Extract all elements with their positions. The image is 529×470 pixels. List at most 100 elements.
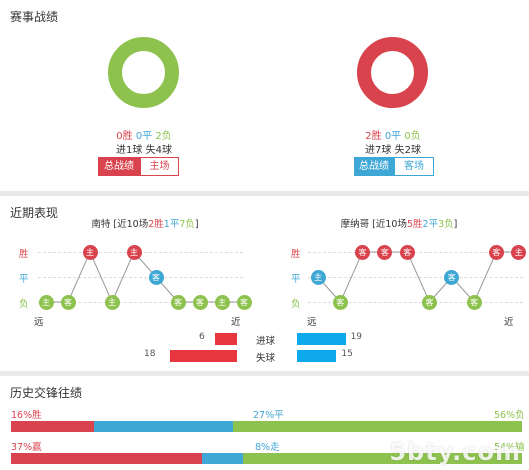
left-form-match-3[interactable]: 主 xyxy=(82,244,98,260)
left-record-donut xyxy=(108,37,179,108)
left-losses: 2负 xyxy=(155,131,172,142)
right-form-lines xyxy=(317,251,519,303)
h2h-handicap-loss-pct: 54%输 xyxy=(494,442,525,453)
right-record-donut xyxy=(357,37,428,108)
left-total-record-button[interactable]: 总战绩 xyxy=(98,157,140,176)
right-form-match-6[interactable]: 客 xyxy=(422,294,437,310)
left-form-draws: 1平 xyxy=(163,219,180,230)
right-axis-near: 近 xyxy=(504,317,514,328)
right-goals-summary: 进7球 失2球 xyxy=(365,145,421,156)
right-form-draws: 2平 xyxy=(422,219,439,230)
left-form-match-2[interactable]: 客 xyxy=(60,294,76,310)
left-form-suffix: ] xyxy=(194,219,199,230)
right-form-match-3[interactable]: 客 xyxy=(355,244,371,260)
right-conceded-value: 15 xyxy=(341,349,353,359)
right-form-wins: 5胜 xyxy=(406,219,423,230)
right-total-record-button[interactable]: 总战绩 xyxy=(354,157,394,176)
recent-form-title: 近期表现 xyxy=(10,206,59,220)
left-draws: 0平 xyxy=(135,131,153,142)
left-form-segment xyxy=(67,251,91,303)
left-team-form-header: 南特 [近10场2胜1平7负] xyxy=(75,216,215,230)
left-form-losses: 7负 xyxy=(179,219,195,230)
left-form-segment xyxy=(111,251,135,303)
right-record-summary: 2胜 0平 0负 xyxy=(313,127,473,142)
left-conceded-bar xyxy=(170,350,237,362)
left-form-match-8[interactable]: 客 xyxy=(192,294,208,310)
right-axis-far: 远 xyxy=(307,317,317,328)
right-form-match-1[interactable]: 主 xyxy=(310,269,326,285)
right-form-suffix: ] xyxy=(453,219,458,230)
right-scored-value: 19 xyxy=(350,332,363,342)
h2h-handicap-win-pct: 37%赢 xyxy=(11,442,42,453)
right-form-losses: 3负 xyxy=(438,219,454,230)
h2h-win-pct: 16%胜 xyxy=(11,410,42,421)
goals-conceded-label: 失球 xyxy=(256,353,276,364)
h2h-result-segment-loss xyxy=(232,421,522,432)
right-form-match-5[interactable]: 客 xyxy=(399,244,415,260)
record-panel: 赛事战绩 0胜 0平 2负 进1球 失4球 总战绩 主场 2胜 0平 0负 进7… xyxy=(0,0,529,191)
left-scored-value: 6 xyxy=(199,332,205,342)
right-form-segment xyxy=(339,251,364,303)
right-gridline-win xyxy=(308,252,523,253)
left-conceded-value: 18 xyxy=(144,349,156,359)
right-gridline-loss xyxy=(308,302,523,303)
watermark-logo: 5bty.com xyxy=(389,438,521,466)
h2h-handicap-segment-win xyxy=(11,453,202,464)
left-form-prefix: [近10场 xyxy=(110,219,149,230)
right-team-name: 摩纳哥 xyxy=(340,219,370,230)
right-draws: 0平 xyxy=(384,131,402,142)
right-scored-bar xyxy=(297,333,346,345)
right-row-label-draw: 平 xyxy=(291,274,301,285)
h2h-result-segment-win xyxy=(11,421,94,432)
right-form-segment xyxy=(406,251,430,303)
right-conceded-bar xyxy=(297,350,337,362)
right-form-prefix: [近10场 xyxy=(369,219,407,230)
left-row-label-draw: 平 xyxy=(19,274,29,285)
left-team-name: 南特 xyxy=(91,219,111,230)
recent-form-panel: 近期表现 南特 [近10场2胜1平7负] 摩纳哥 [近10场5胜2平3负] 胜 … xyxy=(0,196,529,371)
right-wins: 2胜 xyxy=(365,131,382,142)
head-to-head-panel: 历史交锋往绩 16%胜 27%平 56%负 37%赢 8%走 54%输 5bty… xyxy=(0,376,529,470)
right-form-match-2[interactable]: 客 xyxy=(332,294,348,310)
left-form-match-1[interactable]: 主 xyxy=(38,294,54,310)
left-row-label-win: 胜 xyxy=(19,249,29,260)
right-team-form-header: 摩纳哥 [近10场5胜2平3负] xyxy=(329,216,469,230)
right-gridline-draw xyxy=(308,277,523,278)
right-form-match-9[interactable]: 客 xyxy=(488,244,504,260)
left-record-summary: 0胜 0平 2负 xyxy=(64,127,224,142)
left-axis-near: 近 xyxy=(231,317,241,328)
left-form-match-6[interactable]: 客 xyxy=(148,269,164,285)
right-row-label-win: 胜 xyxy=(291,249,301,260)
left-form-match-10[interactable]: 客 xyxy=(236,294,252,310)
left-form-match-7[interactable]: 客 xyxy=(170,294,186,310)
right-form-match-8[interactable]: 客 xyxy=(466,294,482,310)
right-row-label-loss: 负 xyxy=(291,299,301,310)
left-axis-far: 远 xyxy=(34,317,44,328)
right-losses: 0负 xyxy=(404,131,421,142)
head-to-head-title: 历史交锋往绩 xyxy=(10,386,83,400)
h2h-handicap-push-pct: 8%走 xyxy=(255,442,280,453)
right-form-match-4[interactable]: 客 xyxy=(377,244,393,260)
left-row-label-loss: 负 xyxy=(19,299,29,310)
left-form-wins: 2胜 xyxy=(148,219,164,230)
left-goals-summary: 进1球 失4球 xyxy=(116,145,172,156)
left-form-segment xyxy=(89,251,113,303)
right-away-record-button[interactable]: 客场 xyxy=(394,157,434,176)
right-form-segment xyxy=(473,251,497,303)
h2h-handicap-segment-loss xyxy=(243,453,522,464)
right-form-match-7[interactable]: 客 xyxy=(444,269,460,285)
h2h-loss-pct: 56%负 xyxy=(494,410,525,421)
h2h-result-segment-draw xyxy=(93,421,233,432)
left-home-record-button[interactable]: 主场 xyxy=(140,157,179,176)
h2h-handicap-segment-draw xyxy=(201,453,244,464)
right-form-match-10[interactable]: 主 xyxy=(511,244,527,260)
left-form-match-4[interactable]: 主 xyxy=(104,294,120,310)
left-gridline-loss xyxy=(38,302,243,303)
left-form-match-9[interactable]: 主 xyxy=(214,294,230,310)
left-gridline-draw xyxy=(38,277,243,278)
goals-scored-label: 进球 xyxy=(256,336,276,347)
record-section-title: 赛事战绩 xyxy=(10,10,59,24)
left-scored-bar xyxy=(214,333,237,345)
left-wins: 0胜 xyxy=(116,131,133,142)
left-form-match-5[interactable]: 主 xyxy=(126,244,142,260)
